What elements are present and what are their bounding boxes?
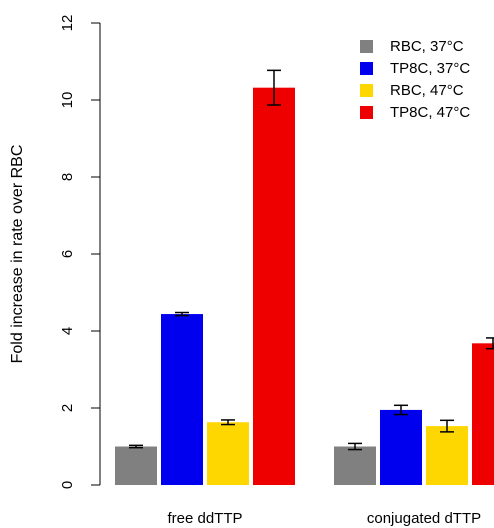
category-labels: free ddTTP conjugated dTTP xyxy=(167,510,481,527)
legend-label: RBC, 47°C xyxy=(390,82,464,99)
y-tick-label: 8 xyxy=(59,173,76,181)
y-tick-label: 12 xyxy=(59,15,76,32)
bar xyxy=(334,446,376,485)
y-axis-label: Fold increase in rate over RBC xyxy=(9,145,26,364)
legend-swatch xyxy=(360,40,373,53)
y-tick-label: 0 xyxy=(59,481,76,489)
bar xyxy=(207,422,249,485)
legend-swatch xyxy=(360,62,373,75)
bar xyxy=(380,409,422,485)
y-tick-label: 2 xyxy=(59,404,76,412)
bar xyxy=(253,87,295,486)
bar xyxy=(426,426,468,485)
category-label: free ddTTP xyxy=(167,510,242,527)
y-tick-label: 10 xyxy=(59,92,76,109)
category-label: conjugated dTTP xyxy=(367,510,481,527)
legend: RBC, 37°C TP8C, 37°C RBC, 47°C TP8C, 47°C xyxy=(360,38,470,121)
y-tick-label: 6 xyxy=(59,250,76,258)
legend-label: TP8C, 47°C xyxy=(390,104,470,121)
bars xyxy=(115,69,494,486)
legend-label: TP8C, 37°C xyxy=(390,60,470,77)
bar xyxy=(161,314,203,485)
y-axis: 0 2 4 6 8 10 12 xyxy=(59,15,101,489)
legend-label: RBC, 37°C xyxy=(390,38,464,55)
bar xyxy=(472,343,494,485)
legend-swatch xyxy=(360,84,373,97)
legend-swatch xyxy=(360,106,373,119)
y-tick-label: 4 xyxy=(59,327,76,335)
bar xyxy=(115,446,157,485)
